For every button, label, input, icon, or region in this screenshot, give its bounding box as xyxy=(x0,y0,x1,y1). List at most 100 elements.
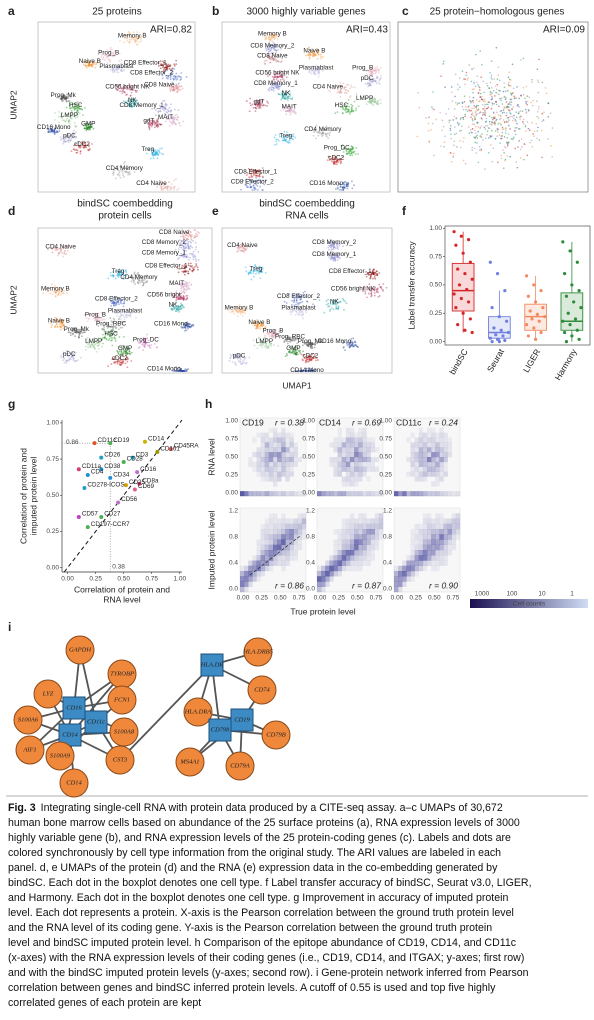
cell-dot xyxy=(101,327,104,330)
cell-dot xyxy=(197,268,199,271)
cell-dot xyxy=(500,123,502,126)
cell-dot xyxy=(517,146,519,148)
cell-dot xyxy=(246,186,249,189)
cell-dot xyxy=(51,130,54,133)
cell-dot xyxy=(118,60,121,62)
cell-dot xyxy=(74,107,76,110)
cell-dot xyxy=(480,149,482,152)
cell-dot xyxy=(134,38,137,40)
cell-dot xyxy=(106,55,109,58)
cell-dot xyxy=(104,52,107,55)
cell-dot xyxy=(343,180,346,183)
heatmap-cell xyxy=(244,491,249,497)
cell-dot xyxy=(245,270,248,273)
cell-dot xyxy=(377,70,380,73)
cell-dot xyxy=(499,97,501,100)
cell-dot xyxy=(490,116,493,119)
cell-dot xyxy=(76,116,79,119)
cell-dot xyxy=(191,234,193,236)
cell-dot xyxy=(191,252,194,255)
cell-dot xyxy=(67,119,70,122)
cell-dot xyxy=(51,125,54,128)
cell-dot xyxy=(488,120,491,123)
cell-type-label: Memory B xyxy=(225,304,254,311)
cell-dot xyxy=(74,116,77,119)
cell-dot xyxy=(99,58,102,61)
cell-dot xyxy=(126,102,128,104)
cell-dot xyxy=(131,98,134,100)
cell-dot xyxy=(355,107,358,110)
box xyxy=(451,262,475,312)
point xyxy=(503,338,507,343)
cell-dot xyxy=(490,60,493,62)
cell-dot xyxy=(59,97,62,100)
cell-dot xyxy=(336,111,339,114)
point-label: CD16 xyxy=(140,466,157,473)
cell-dot xyxy=(174,84,177,87)
cell-dot xyxy=(177,187,180,190)
cell-dot xyxy=(517,128,520,130)
panel-title: bindSC coembedding xyxy=(259,199,355,210)
cell-dot xyxy=(80,356,82,359)
cell-dot xyxy=(71,107,74,109)
cell-dot xyxy=(244,312,247,315)
cell-dot xyxy=(129,104,132,107)
cell-dot xyxy=(236,250,239,253)
point xyxy=(501,334,505,338)
cell-dot xyxy=(172,121,175,124)
point xyxy=(490,306,494,310)
cell-dot xyxy=(463,78,465,80)
cell-type-label: CD8 Memory_2 xyxy=(142,239,187,246)
heatmap-cell xyxy=(273,476,278,482)
cell-dot xyxy=(132,103,135,106)
cell-dot xyxy=(84,65,87,68)
cell-dot xyxy=(473,107,475,110)
cell-dot xyxy=(489,93,491,96)
cell-dot xyxy=(60,115,63,118)
cell-dot xyxy=(486,82,488,85)
cell-dot xyxy=(344,109,347,112)
cell-dot xyxy=(156,157,159,160)
cell-dot xyxy=(113,50,115,53)
cell-dot xyxy=(317,75,320,78)
cell-dot xyxy=(107,58,110,61)
cell-dot xyxy=(159,123,162,126)
cell-dot xyxy=(193,266,196,268)
cell-dot xyxy=(374,277,377,280)
cell-dot xyxy=(91,65,94,68)
cell-dot xyxy=(125,35,128,37)
cell-type-label: Naive B xyxy=(303,48,325,55)
cell-dot xyxy=(69,358,72,361)
cell-dot xyxy=(449,129,452,131)
cell-dot xyxy=(162,64,164,67)
x-tick-label: 0.25 xyxy=(89,576,102,583)
heatmap-cell xyxy=(248,461,253,467)
cell-dot xyxy=(90,63,93,66)
cell-dot xyxy=(90,65,93,68)
cell-dot xyxy=(96,344,99,347)
cell-dot xyxy=(95,350,98,353)
cell-dot xyxy=(122,302,125,305)
cell-dot xyxy=(115,66,118,68)
cell-dot xyxy=(130,91,133,94)
cell-dot xyxy=(175,78,178,81)
cell-dot xyxy=(348,96,351,99)
cell-dot xyxy=(379,77,382,79)
heatmap-cell xyxy=(285,491,290,497)
cell-dot xyxy=(68,115,71,118)
heatmap-cell xyxy=(260,491,265,497)
cell-dot xyxy=(74,126,77,128)
cell-dot xyxy=(167,75,170,78)
cell-dot xyxy=(107,365,110,368)
cell-dot xyxy=(99,51,102,54)
cell-dot xyxy=(473,82,475,85)
cell-dot xyxy=(378,283,381,286)
cell-dot xyxy=(76,108,79,111)
cell-dot xyxy=(511,115,514,118)
cell-dot xyxy=(431,122,434,125)
cell-dot xyxy=(117,276,120,278)
cell-dot xyxy=(286,99,289,102)
cell-dot xyxy=(477,126,479,128)
cell-dot xyxy=(151,122,154,125)
cell-dot xyxy=(516,122,518,125)
